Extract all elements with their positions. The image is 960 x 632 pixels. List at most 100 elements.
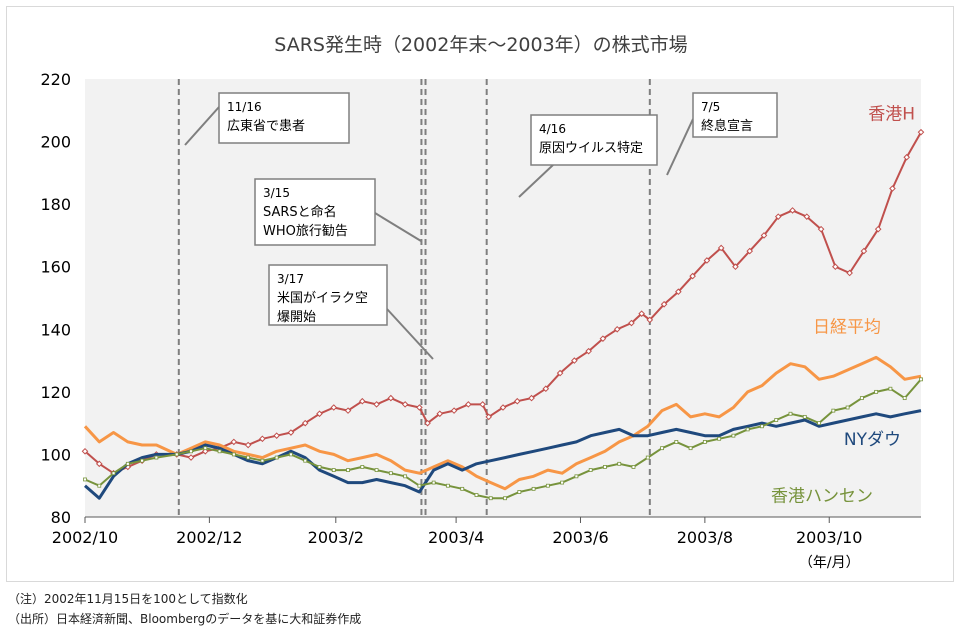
data-point <box>603 465 607 469</box>
callout-box <box>254 178 376 246</box>
data-point <box>760 424 764 429</box>
data-point <box>479 401 486 408</box>
data-point <box>646 316 654 324</box>
event-callout: 3/15 SARSと命名 WHO旅行勧告 <box>254 178 422 246</box>
footnote-source: （出所）日本経済新聞、Bloombergのデータを基に大和証券作成 <box>8 612 362 626</box>
chart-title: SARS発生時（2002年末～2003年）の株式市場 <box>274 34 687 56</box>
data-point <box>817 421 821 426</box>
data-point <box>571 357 578 364</box>
series-NYダウ: NYダウ <box>84 409 922 500</box>
data-point <box>374 468 379 472</box>
x-tick-label: 2003/8 <box>677 528 733 547</box>
data-point <box>401 401 409 408</box>
data-point <box>585 347 592 355</box>
data-point <box>460 486 465 491</box>
data-point <box>474 493 479 498</box>
data-point <box>81 447 89 455</box>
data-point <box>125 461 130 466</box>
data-point <box>431 480 436 485</box>
series-label: 香港ハンセン <box>771 486 873 506</box>
data-point <box>230 438 238 446</box>
data-point <box>745 427 750 432</box>
data-point <box>95 460 103 468</box>
data-point <box>588 468 593 472</box>
data-point <box>689 272 696 280</box>
data-point <box>675 288 682 296</box>
data-point <box>760 232 768 239</box>
callout-text: 11/16 <box>227 100 262 114</box>
y-tick-label: 200 <box>40 133 71 152</box>
series-日経平均: 日経平均 <box>83 317 922 491</box>
y-tick-label: 120 <box>40 383 71 402</box>
data-point <box>860 247 868 255</box>
data-point <box>674 440 679 444</box>
data-point <box>303 458 308 463</box>
callout-leader <box>374 212 422 242</box>
data-point <box>599 335 607 342</box>
data-point <box>503 496 507 501</box>
data-point <box>660 300 668 308</box>
data-point <box>702 440 707 444</box>
data-point <box>259 435 266 443</box>
data-point <box>645 455 650 460</box>
data-point <box>450 407 458 414</box>
data-point <box>403 474 408 479</box>
data-point <box>617 461 622 466</box>
x-tick-label: 2003/4 <box>428 528 484 547</box>
data-point <box>360 465 365 469</box>
data-point <box>802 414 807 419</box>
event-callout: 7/5 終息宣言 <box>666 92 778 176</box>
data-point <box>359 397 366 405</box>
event-callout: 11/16 広東省で患者 <box>184 92 350 146</box>
data-point <box>446 483 450 488</box>
data-point <box>874 389 879 394</box>
y-tick-label: 180 <box>40 195 71 214</box>
data-point <box>542 385 550 393</box>
data-point <box>803 213 811 220</box>
data-point <box>289 452 293 457</box>
data-point <box>331 468 336 472</box>
series-label: 日経平均 <box>813 317 881 337</box>
callout-leader <box>386 308 434 360</box>
data-point <box>373 401 380 408</box>
data-point <box>831 408 836 413</box>
data-point <box>97 483 102 488</box>
data-point <box>260 458 265 463</box>
data-point <box>424 419 431 427</box>
data-point <box>731 433 736 438</box>
data-point <box>859 396 864 401</box>
callout-text: 終息宣言 <box>701 118 753 134</box>
series-line <box>83 355 922 491</box>
data-point <box>917 128 925 136</box>
callout-box <box>692 92 778 138</box>
callout-text: 米国がイラク空 <box>277 291 368 306</box>
callout-box <box>268 264 388 326</box>
callout-box <box>218 92 350 144</box>
data-point <box>436 410 444 418</box>
callout-text: 爆開始 <box>277 310 316 325</box>
data-point <box>111 471 116 476</box>
data-point <box>817 225 825 233</box>
y-tick-label: 80 <box>51 508 71 527</box>
callout-text: 3/17 <box>277 272 304 286</box>
data-point <box>465 401 472 408</box>
data-point <box>346 468 350 472</box>
chart-frame: SARS発生時（2002年末～2003年）の株式市場 80 100 120 140 160… <box>6 6 954 582</box>
data-point <box>274 455 279 460</box>
data-point <box>903 153 911 161</box>
data-point <box>317 465 322 469</box>
data-point <box>874 225 882 233</box>
data-point <box>556 369 564 377</box>
x-tick-label: 2002/10 <box>52 528 118 547</box>
data-point <box>246 455 251 460</box>
data-point <box>187 454 195 461</box>
data-point <box>846 269 853 277</box>
data-point <box>531 486 536 491</box>
data-point <box>703 257 711 264</box>
data-point <box>613 325 621 333</box>
data-point <box>189 449 193 454</box>
data-point <box>688 446 693 451</box>
callout-leader <box>666 118 694 176</box>
data-point <box>845 405 850 410</box>
y-tick-label: 220 <box>40 70 71 89</box>
